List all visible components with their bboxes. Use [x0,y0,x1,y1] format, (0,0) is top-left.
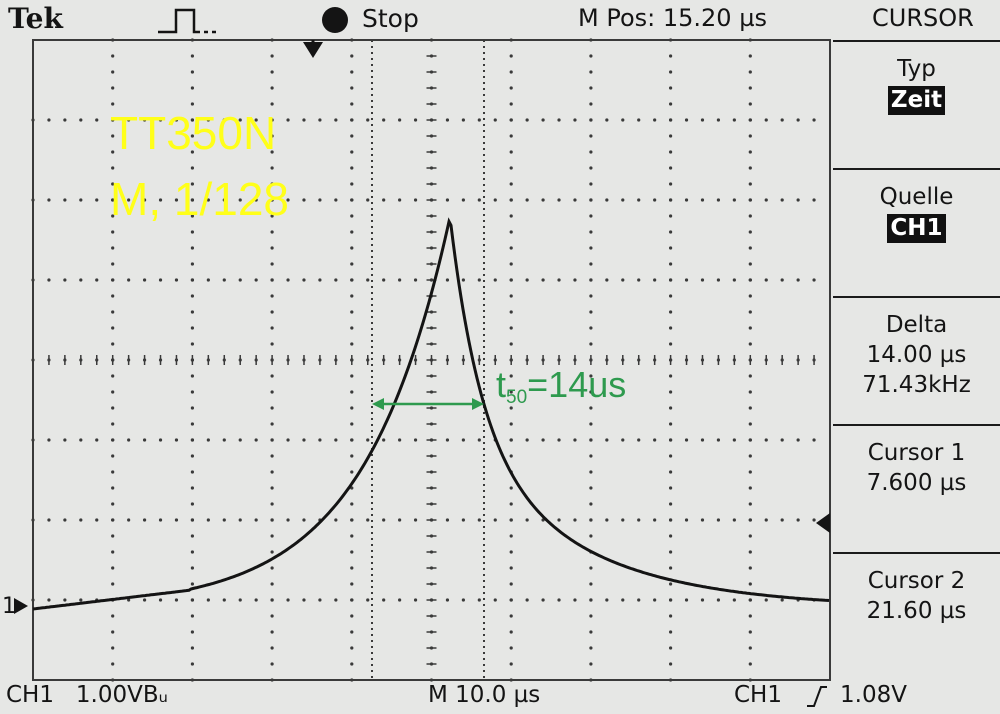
pulse-trigger-icon [158,8,220,34]
bottom-status-bar: CH1 1.00VBᵤ M 10.0 µs CH1 1.08V [0,680,1000,714]
channel-1-scale: CH1 1.00VBᵤ [6,682,168,708]
menu-cursor2-label: Cursor 2 [867,568,966,594]
channel-1-trace [32,217,830,611]
menu-cursor2-value: 21.60 µs [866,598,967,624]
menu-delta-time: 14.00 µs [866,342,967,368]
channel-ground-marker: 1 [2,594,16,619]
rising-edge-icon [807,686,827,707]
menu-cursor2-button[interactable]: Cursor 2 21.60 µs [833,552,1000,678]
menu-source-label: Quelle [879,184,954,210]
t50-arrow [372,398,484,410]
menu-source-button[interactable]: Quelle CH1 [833,168,1000,294]
menu-delta: Delta 14.00 µs 71.43kHz [833,296,1000,422]
channel-ground-icon [14,598,28,614]
cursor-menu: Typ Zeit Quelle CH1 Delta 14.00 µs 71.43… [833,40,1000,680]
cursor-lines [371,40,485,680]
t50-subscript: 50 [506,387,528,408]
menu-type-label: Typ [897,56,936,82]
trigger-source: CH1 [734,682,782,708]
device-label: TT350N [110,107,277,159]
menu-cursor1-button[interactable]: Cursor 1 7.600 µs [833,424,1000,550]
t50-base: t [496,364,507,405]
menu-type-button[interactable]: Typ Zeit [833,40,1000,166]
t50-value: =14us [527,364,627,405]
menu-delta-label: Delta [885,312,948,338]
menu-type-value: Zeit [887,86,946,115]
menu-cursor1-label: Cursor 1 [867,440,966,466]
t50-annotation: t50=14us [496,364,626,409]
graticule-dots [31,38,816,682]
menu-delta-freq: 71.43kHz [862,372,971,398]
acquisition-state-icon [322,7,348,33]
trigger-position-icon [303,42,323,58]
status-bar: Tek Stop M Pos: 15.20 µs CURSOR [0,0,1000,40]
horizontal-position: M Pos: 15.20 µs [578,4,767,32]
trigger-level: 1.08V [840,682,907,708]
menu-source-value: CH1 [887,214,946,243]
brand-logo: Tek [8,2,63,35]
mode-label: M, 1/128 [110,173,289,225]
timebase: M 10.0 µs [428,682,541,708]
menu-title: CURSOR [872,4,974,32]
menu-cursor1-value: 7.600 µs [866,470,967,496]
acquisition-state: Stop [362,4,419,33]
trigger-level-icon [816,513,830,533]
